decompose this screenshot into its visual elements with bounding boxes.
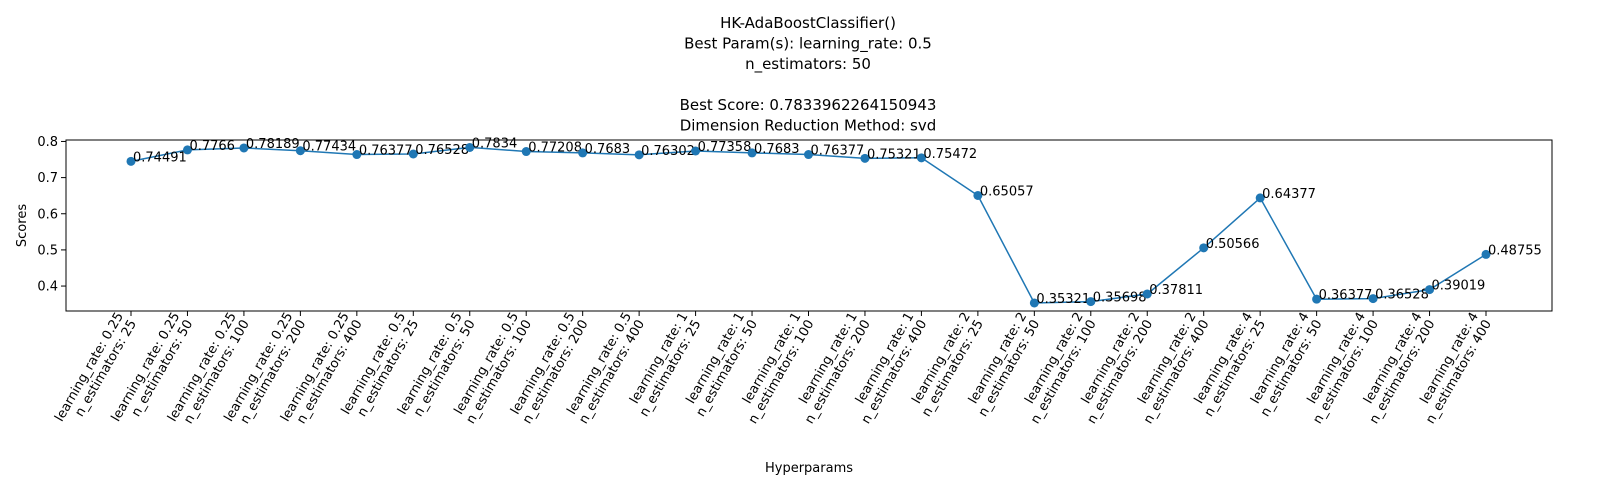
data-point (916, 153, 926, 163)
data-point (1142, 289, 1152, 299)
data-label: 0.7683 (754, 142, 800, 157)
data-point (691, 146, 701, 156)
data-label: 0.64377 (1262, 187, 1316, 202)
data-label: 0.65057 (980, 184, 1034, 199)
data-label: 0.78189 (246, 137, 300, 152)
data-point (1312, 294, 1322, 304)
data-label: 0.75321 (867, 147, 921, 162)
data-point (1199, 243, 1209, 253)
x-axis-label: Hyperparams (765, 461, 853, 476)
data-label: 0.76302 (641, 144, 695, 159)
data-point (578, 148, 588, 158)
data-label: 0.7766 (189, 139, 235, 154)
chart-title-line: HK-AdaBoostClassifier() (720, 14, 896, 32)
data-label: 0.36528 (1375, 288, 1429, 303)
data-point (804, 150, 813, 160)
data-point (1086, 297, 1096, 307)
y-tick-label: 0.8 (37, 135, 58, 150)
data-point (352, 150, 362, 160)
data-point (1255, 193, 1265, 203)
data-point (521, 147, 531, 157)
y-tick-label: 0.5 (37, 243, 58, 258)
data-label: 0.77358 (698, 140, 752, 155)
data-point (126, 156, 136, 166)
data-label: 0.76377 (359, 144, 413, 159)
data-label: 0.76377 (811, 144, 865, 159)
data-point (747, 148, 757, 158)
data-point (973, 190, 983, 200)
data-label: 0.7834 (472, 136, 518, 151)
chart-title-line: Best Score: 0.7833962264150943 (680, 96, 937, 114)
chart-title: HK-AdaBoostClassifier() Best Param(s): le… (680, 14, 937, 135)
plot-frame (65, 139, 1553, 312)
data-label: 0.39019 (1432, 279, 1486, 294)
data-label: 0.77434 (302, 140, 356, 155)
chart-title-line: Best Param(s): learning_rate: 0.5 (684, 35, 932, 54)
data-point (1481, 249, 1491, 259)
y-tick-label: 0.7 (37, 171, 58, 186)
data-label: 0.77208 (528, 141, 582, 156)
data-label: 0.7683 (585, 142, 631, 157)
data-label: 0.74491 (133, 150, 187, 165)
data-label: 0.35321 (1036, 292, 1090, 307)
data-point (1029, 298, 1039, 308)
data-point (634, 150, 644, 160)
data-label: 0.35698 (1093, 291, 1147, 306)
chart-title-line: n_estimators: 50 (745, 55, 871, 74)
data-point (239, 143, 249, 153)
data-label: 0.75472 (923, 147, 977, 162)
data-label: 0.48755 (1488, 243, 1542, 258)
chart-title-line: Dimension Reduction Method: svd (680, 117, 937, 135)
series-line (130, 146, 1487, 304)
data-label: 0.50566 (1206, 237, 1260, 252)
data-label: 0.76528 (415, 143, 469, 158)
data-point (1425, 285, 1435, 295)
y-tick-label: 0.4 (37, 280, 58, 295)
data-point (465, 142, 475, 152)
data-label: 0.37811 (1149, 283, 1203, 298)
data-point (182, 145, 192, 155)
data-point (295, 146, 305, 156)
data-point (860, 153, 870, 163)
data-point (408, 149, 418, 159)
data-point (1368, 294, 1378, 304)
data-label: 0.36377 (1319, 288, 1373, 303)
y-axis-label: Scores (15, 204, 30, 247)
y-tick-label: 0.6 (37, 207, 58, 222)
